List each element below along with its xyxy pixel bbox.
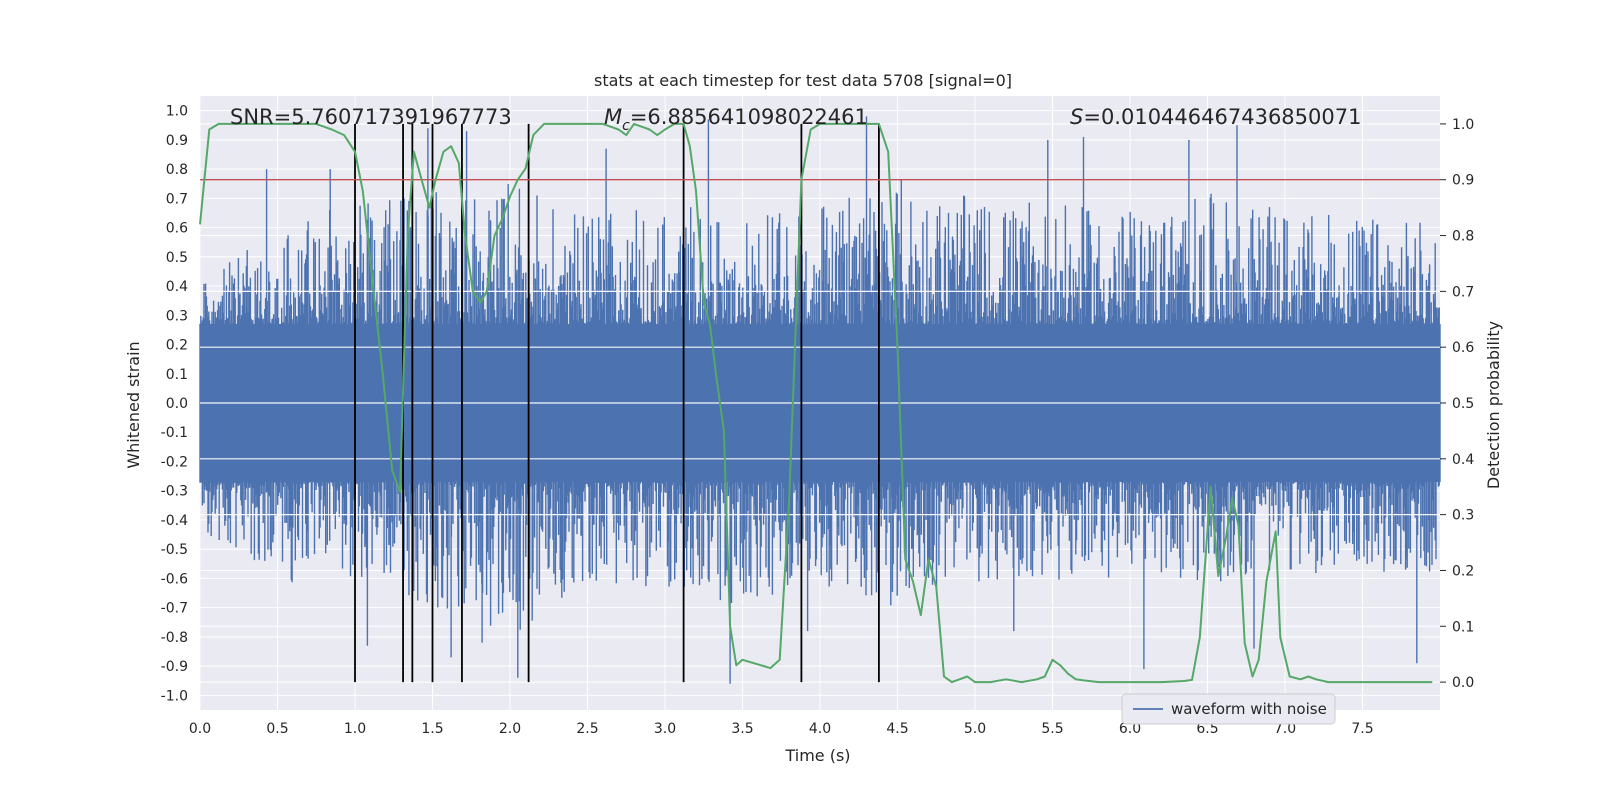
x-tick-label: 3.0: [654, 721, 676, 737]
chirp-mass-subscript: c: [622, 118, 630, 134]
y-left-tick-label: 0.3: [166, 308, 188, 324]
y-left-tick-label: 0.5: [166, 250, 188, 266]
y-left-tick-label: -0.5: [161, 542, 188, 558]
y-left-tick-label: 0.2: [166, 338, 188, 354]
x-tick-label: 1.0: [344, 721, 366, 737]
y-left-tick-label: 0.0: [166, 396, 188, 412]
y-left-tick-label: 0.4: [166, 279, 188, 295]
x-tick-label: 2.0: [499, 721, 521, 737]
y-left-tick-label: 0.9: [166, 133, 188, 149]
x-tick-label: 0.5: [266, 721, 288, 737]
y-right-tick-label: 0.3: [1452, 508, 1474, 524]
chirp-mass-annotation: Mc=6.885641098022461: [604, 105, 868, 134]
y-right-axis-label: Detection probability: [1484, 321, 1503, 489]
y-right-tick-label: 0.1: [1452, 619, 1474, 635]
y-left-tick-label: 0.8: [166, 162, 188, 178]
legend-box: [1121, 693, 1336, 725]
y-left-tick-label: -0.7: [161, 601, 188, 617]
s-annotation: S=0.010446467436850071: [1070, 105, 1361, 129]
y-left-tick-label: 0.1: [166, 367, 188, 383]
x-tick-label: 2.5: [576, 721, 598, 737]
y-left-axis-ticks: 1.0 0.9 0.8 0.7 0.6 0.5 0.4 0.3 0.2 0.1 0.0 -0.1 -0.…: [161, 104, 188, 705]
y-left-tick-label: -0.9: [161, 659, 188, 675]
x-tick-label: 4.5: [886, 721, 908, 737]
s-symbol: S: [1070, 105, 1083, 129]
probability-line: [199, 122, 1433, 684]
s-value: =0.010446467436850071: [1083, 105, 1361, 129]
y-right-tick-label: 0.9: [1452, 173, 1474, 189]
y-right-tick-label: 0.5: [1452, 396, 1474, 412]
y-left-tick-label: -1.0: [161, 688, 188, 704]
chart-title: stats at each timestep for test data 570…: [594, 71, 1012, 90]
x-axis-ticks: 0.0 0.5 1.0 1.5 2.0 2.5 3.0 3.5 4.0 4.5 5.0 5.5 6.0 6…: [189, 721, 1374, 737]
x-tick-label: 3.5: [731, 721, 753, 737]
y-left-tick-label: -0.3: [161, 484, 188, 500]
chirp-mass-symbol: M: [604, 105, 622, 129]
y-left-tick-label: 0.7: [166, 191, 188, 207]
x-tick-label: 0.0: [189, 721, 211, 737]
snr-annotation: SNR=5.760717391967773: [230, 105, 512, 129]
x-tick-label: 4.0: [809, 721, 831, 737]
x-tick-label: 6.0: [1119, 721, 1141, 737]
x-tick-label: 7.0: [1274, 721, 1296, 737]
x-tick-label: 5.0: [964, 721, 986, 737]
y-left-tick-label: -0.4: [161, 513, 188, 529]
x-axis-label: Time (s): [784, 746, 850, 765]
y-right-tick-label: 0.7: [1452, 284, 1474, 300]
x-tick-label: 1.5: [421, 721, 443, 737]
y-right-tick-label: 0.0: [1452, 675, 1474, 691]
y-left-tick-label: -0.2: [161, 454, 188, 470]
x-tick-label: 7.5: [1351, 721, 1373, 737]
x-tick-label: 5.5: [1041, 721, 1063, 737]
vertical-markers: [354, 123, 880, 683]
legend: waveform with noise: [1121, 693, 1336, 725]
y-right-tick-label: 1.0: [1452, 117, 1474, 133]
y-left-tick-label: -0.1: [161, 425, 188, 441]
probability-series: [199, 122, 1433, 684]
chirp-mass-value: =6.885641098022461: [630, 105, 868, 129]
y-right-axis-ticks: 1.0 0.9 0.8 0.7 0.6 0.5 0.4 0.3 0.2 0.1 0.0: [1440, 117, 1474, 691]
y-left-tick-label: -0.8: [161, 630, 188, 646]
y-right-tick-label: 0.2: [1452, 563, 1474, 579]
legend-waveform-label: waveform with noise: [1171, 700, 1327, 718]
y-left-axis-label: Whitened strain: [124, 341, 143, 468]
y-right-tick-label: 0.4: [1452, 452, 1474, 468]
y-left-tick-label: 0.6: [166, 221, 188, 237]
y-right-tick-label: 0.6: [1452, 340, 1474, 356]
y-left-tick-label: -0.6: [161, 571, 188, 587]
y-left-tick-label: 1.0: [166, 104, 188, 120]
y-right-tick-label: 0.8: [1452, 229, 1474, 245]
x-tick-label: 6.5: [1196, 721, 1218, 737]
